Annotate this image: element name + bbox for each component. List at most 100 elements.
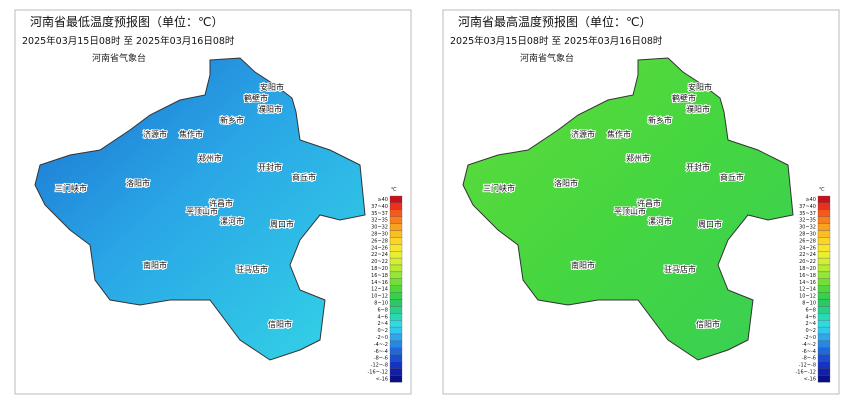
city-label: 郑州市	[626, 153, 650, 163]
city-label: 南阳市	[143, 260, 167, 270]
city-label: 新乡市	[220, 115, 244, 125]
legend-label: -12~-8	[371, 363, 388, 369]
legend-label: 20~22	[371, 259, 388, 265]
legend-swatch	[817, 326, 831, 335]
legend-swatch	[817, 209, 831, 217]
legend-label: 2~4	[377, 321, 388, 327]
map-title: 河南省最低温度预报图（单位：℃）	[30, 14, 223, 29]
city-label: 开封市	[686, 162, 710, 172]
city-label: 周口市	[270, 219, 294, 229]
legend-swatch	[389, 264, 403, 273]
city-label: 濮阳市	[258, 104, 282, 114]
map-period: 2025年03月15日08时 至 2025年03月16日08时	[22, 35, 235, 47]
legend-swatch	[389, 347, 403, 355]
city-label: 济源市	[143, 129, 167, 139]
map-title: 河南省最高温度预报图（单位：℃）	[458, 14, 651, 29]
city-label: 焦作市	[179, 129, 203, 139]
legend-swatch	[389, 195, 403, 204]
city-label: 安阳市	[688, 82, 712, 92]
legend-label: 4~6	[805, 314, 816, 320]
legend-label: -12~-8	[799, 363, 816, 369]
legend-swatch	[817, 271, 831, 279]
map-panel: 河南省最低温度预报图（单位：℃） 2025年03月15日08时 至 2025年03…	[14, 9, 412, 395]
legend-swatch	[817, 368, 831, 376]
legend-label: 20~22	[799, 259, 816, 265]
city-label: 许昌市	[637, 198, 661, 208]
legend-label: 0~2	[805, 328, 816, 334]
legend-label: 30~32	[799, 225, 816, 231]
legend-swatch	[817, 347, 831, 355]
legend-label: -6~-4	[802, 349, 816, 355]
city-label: 鹤壁市	[672, 93, 696, 103]
city-label: 新乡市	[648, 115, 672, 125]
city-label: 南阳市	[571, 260, 595, 270]
city-label: 安阳市	[260, 82, 284, 92]
legend-swatch	[817, 264, 831, 273]
legend-swatch	[389, 326, 403, 335]
legend-swatch	[389, 285, 403, 293]
city-label: 濮阳市	[686, 104, 710, 114]
legend-label: 32~35	[371, 218, 388, 224]
legend-swatch	[389, 340, 403, 348]
legend-swatch	[389, 223, 403, 231]
legend-swatch	[817, 320, 831, 328]
legend-label: 18~20	[371, 266, 388, 272]
city-label: 三门峡市	[55, 183, 87, 193]
legend-label: 37~40	[799, 204, 816, 210]
legend-label: 24~26	[371, 245, 388, 251]
legend-swatch	[817, 257, 831, 266]
legend-swatch	[817, 230, 831, 238]
legend-swatch	[389, 257, 403, 266]
legend-label: 6~8	[377, 307, 388, 313]
legend-label: 24~26	[799, 245, 816, 251]
city-label: 洛阳市	[126, 178, 150, 188]
legend-label: -6~-4	[374, 349, 388, 355]
legend-swatch	[389, 216, 403, 224]
map-agency: 河南省气象台	[520, 52, 574, 64]
legend-label: 18~20	[799, 266, 816, 272]
city-label: 开封市	[258, 162, 282, 172]
city-label: 三门峡市	[483, 183, 515, 193]
legend-label: 4~6	[377, 314, 388, 320]
city-label: 平顶山市	[614, 206, 646, 216]
legend-label: <-16	[804, 376, 816, 382]
legend-label: -4~-2	[802, 342, 816, 348]
legend-label: 35~37	[371, 211, 388, 217]
city-label: 信阳市	[268, 319, 292, 329]
legend-swatch	[389, 292, 403, 300]
legend-swatch	[817, 195, 831, 204]
legend-label: 14~16	[371, 280, 388, 286]
city-label: 信阳市	[696, 319, 720, 329]
legend-swatch	[817, 375, 831, 383]
legend-label: 16~18	[799, 273, 816, 279]
legend-label: 28~30	[799, 232, 816, 238]
city-label: 周口市	[698, 219, 722, 229]
legend-label: -8~-6	[802, 356, 816, 362]
legend-label: 8~10	[374, 301, 388, 307]
city-label: 济源市	[571, 129, 595, 139]
legend-swatch	[817, 223, 831, 231]
legend-unit: ℃	[391, 187, 397, 193]
legend-swatch	[817, 340, 831, 348]
legend-swatch	[389, 278, 403, 286]
legend-swatch	[389, 320, 403, 328]
legend-unit: ℃	[819, 187, 825, 193]
legend-swatch	[817, 306, 831, 314]
legend-label: ≥40	[377, 197, 388, 203]
legend-swatch	[817, 251, 831, 259]
map-panel: 河南省最高温度预报图（单位：℃） 2025年03月15日08时 至 2025年03…	[442, 9, 840, 395]
city-label: 商丘市	[292, 172, 316, 182]
legend-label: 2~4	[805, 321, 816, 327]
legend-label: -8~-6	[374, 356, 388, 362]
legend-swatch	[817, 292, 831, 300]
legend-swatch	[389, 313, 403, 321]
legend-label: -2~0	[804, 335, 816, 341]
legend-label: 28~30	[371, 232, 388, 238]
legend-swatch	[389, 333, 403, 342]
legend-swatch	[389, 354, 403, 362]
city-label: 焦作市	[607, 129, 631, 139]
legend-label: 8~10	[802, 301, 816, 307]
legend-swatch	[817, 333, 831, 342]
legend-swatch	[817, 202, 831, 210]
